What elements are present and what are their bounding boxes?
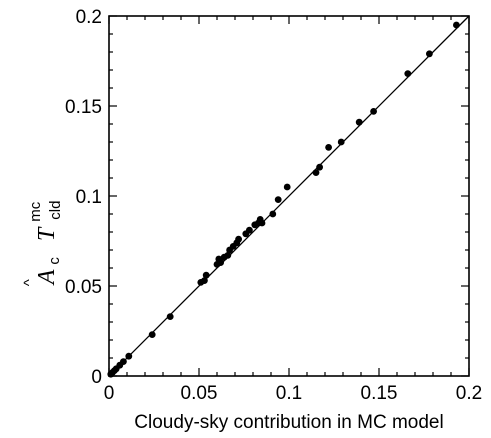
data-point <box>426 50 433 58</box>
y-label-t-sup: mc <box>27 201 44 221</box>
y-tick-label: 0.15 <box>65 97 102 118</box>
axis-ticks <box>108 15 470 377</box>
y-label-a-sub: c <box>46 257 63 265</box>
data-point <box>246 226 253 234</box>
data-point <box>235 235 243 243</box>
y-label-a: A <box>34 269 60 286</box>
data-points <box>107 21 460 378</box>
data-point <box>258 219 266 227</box>
y-label-t-sub: cld <box>47 201 64 220</box>
x-axis-label: Cloudy-sky contribution in MC model <box>134 412 443 433</box>
x-tick-label: 0.2 <box>456 383 482 404</box>
data-point <box>316 163 323 171</box>
x-tick-label: 0.15 <box>361 383 398 404</box>
data-point <box>312 169 320 177</box>
x-tick-label: 0.1 <box>276 383 302 404</box>
data-point <box>274 196 282 204</box>
data-point <box>337 138 345 146</box>
data-point <box>166 313 174 320</box>
data-point <box>325 144 332 151</box>
y-tick-label: 0.2 <box>76 7 102 28</box>
data-point <box>148 331 156 338</box>
x-tick-label: 0.05 <box>181 383 218 404</box>
y-label-hat: ^ <box>21 279 38 286</box>
data-point <box>355 118 363 126</box>
data-point <box>453 21 460 29</box>
data-point <box>224 252 232 259</box>
y-axis-label: ^ A c T mc cld <box>21 198 64 287</box>
y-label-t: T <box>34 226 60 241</box>
identity-line <box>108 15 470 377</box>
y-tick-label: 0.05 <box>65 277 102 298</box>
svg-text:^ A c T: ^ A c T mc cld <box>21 198 64 287</box>
y-tick-label: 0.1 <box>76 187 102 208</box>
data-point <box>217 259 225 266</box>
data-point <box>120 358 127 365</box>
data-point <box>283 183 291 191</box>
data-point <box>125 352 133 360</box>
data-point <box>404 70 412 77</box>
data-point <box>202 271 210 279</box>
data-point <box>370 108 377 115</box>
tick-labels: 0 0.05 0.1 0.15 0.2 0 0.05 0.1 0.15 0.2 <box>65 7 482 404</box>
data-point <box>269 210 277 218</box>
data-point <box>201 277 208 284</box>
x-tick-label: 0 <box>104 383 115 404</box>
y-tick-label: 0 <box>91 367 102 388</box>
